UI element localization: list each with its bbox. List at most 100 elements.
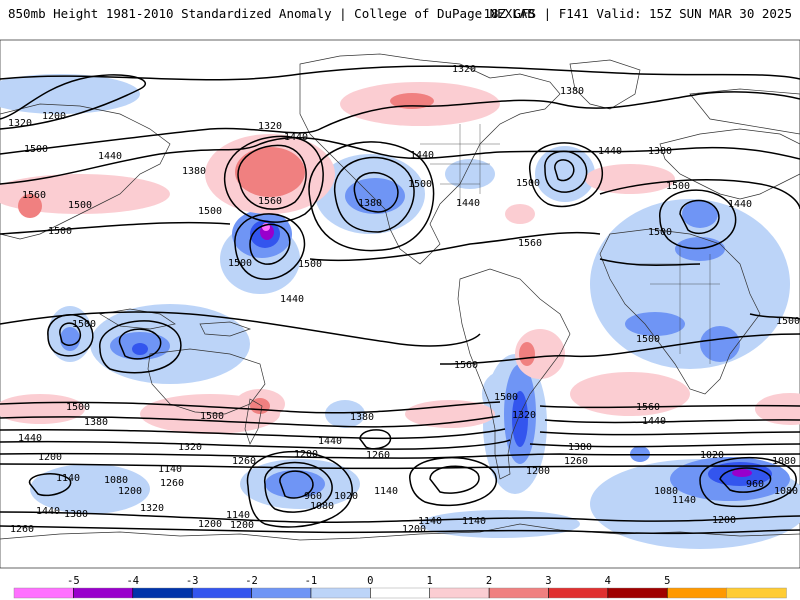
colorbar-swatch <box>191 587 253 599</box>
colorbar-swatch <box>13 587 75 599</box>
contour-label: 1440 <box>318 436 342 447</box>
anomaly-area-negative <box>732 469 752 477</box>
contour-label: 1560 <box>22 190 46 201</box>
contour-label: 1500 <box>298 259 322 270</box>
contour-label: 1320 <box>258 121 282 132</box>
anomaly-area-positive <box>570 372 690 416</box>
anomaly-area-negative <box>535 146 595 202</box>
contour-label: 1200 <box>712 515 736 526</box>
colorbar-swatch <box>488 587 550 599</box>
colorbar-tick-label: -3 <box>186 575 199 587</box>
contour-label: 1200 <box>294 449 318 460</box>
anomaly-area-negative <box>420 510 580 538</box>
contour-label: 1080 <box>654 486 678 497</box>
contour-label: 960 <box>304 491 322 502</box>
anomaly-area-negative <box>90 304 250 384</box>
contour-label: 1320 <box>512 410 536 421</box>
contour-label: 1200 <box>42 111 66 122</box>
anomaly-area-negative <box>325 400 365 428</box>
europe-outline <box>659 128 800 200</box>
anomaly-area-positive <box>519 342 535 366</box>
contour-labels: 1320 1380 1320 1200 1440 1320 1500 1440 … <box>8 64 800 535</box>
new-zealand-outline <box>244 398 263 445</box>
colorbar-tick-label: 4 <box>605 575 611 587</box>
contour-label: 1380 <box>350 412 374 423</box>
anomaly-area-positive <box>390 93 434 109</box>
contour-label: 1380 <box>560 86 584 97</box>
contour-label: 1500 <box>200 411 224 422</box>
model-valid-time: 18Z GFS | F141 Valid: 15Z SUN MAR 30 202… <box>483 6 792 21</box>
contour-label: 1320 <box>8 118 32 129</box>
contour-label: 1200 <box>198 519 222 530</box>
contour-label: 960 <box>746 479 764 490</box>
contour-label: 1200 <box>118 486 142 497</box>
greenland-outline <box>569 59 641 110</box>
contour-label: 1320 <box>140 503 164 514</box>
contour-label: 1500 <box>776 316 800 327</box>
contour-label: 1140 <box>56 473 80 484</box>
contour-label: 1260 <box>160 478 184 489</box>
maritime-continent-outline <box>99 308 176 330</box>
anomaly-area-positive <box>18 194 42 218</box>
colorbar-swatch <box>310 587 372 599</box>
contour-label: 1380 <box>358 198 382 209</box>
anomaly-area-positive <box>515 329 565 379</box>
contour-label: 1440 <box>36 506 60 517</box>
anomaly-area-negative <box>682 200 718 228</box>
contour-label: 1500 <box>198 206 222 217</box>
colorbar-swatch <box>429 587 490 599</box>
anomaly-area-positive <box>405 400 495 428</box>
contour-label: 1380 <box>64 509 88 520</box>
contour-label: 1200 <box>402 524 426 535</box>
contour-label: 1560 <box>258 196 282 207</box>
colorbar-swatch <box>73 587 134 599</box>
contour-label: 1500 <box>648 227 672 238</box>
colorbar-tick-label: -2 <box>245 575 258 587</box>
contour-label: 1380 <box>648 146 672 157</box>
contour-label: 1500 <box>68 200 92 211</box>
contour-label: 1500 <box>666 181 690 192</box>
colorbar-tick-label: 1 <box>427 575 433 587</box>
colorbar-swatch <box>726 587 787 599</box>
contour-label: 1320 <box>452 64 476 75</box>
contour-label: 1260 <box>366 450 390 461</box>
contour-label: 1140 <box>462 516 486 527</box>
contour-label: 1500 <box>48 226 72 237</box>
contour-label: 1500 <box>516 178 540 189</box>
contour-label: 1500 <box>408 179 432 190</box>
colorbar-tick-label: 2 <box>486 575 492 587</box>
contour-label: 1200 <box>526 466 550 477</box>
colorbar-swatch <box>667 587 728 599</box>
colorbar-tick-label: -1 <box>305 575 318 587</box>
colorbar-swatch <box>251 587 312 599</box>
contour-label: 1500 <box>72 319 96 330</box>
contour-label: 1380 <box>568 442 592 453</box>
contour-label: 1380 <box>84 417 108 428</box>
colorbar-swatch <box>607 587 668 599</box>
contour-label: 1080 <box>104 475 128 486</box>
anomaly-area-negative <box>30 464 150 514</box>
anomaly-area-negative <box>700 326 740 362</box>
contour-label: 1500 <box>636 334 660 345</box>
africa-outline <box>599 228 761 395</box>
contour-label: 1260 <box>564 456 588 467</box>
colorbar-tick-label: 0 <box>367 575 373 587</box>
contour-label: 1440 <box>280 294 304 305</box>
contour-label: 1200 <box>38 452 62 463</box>
contour-label: 1500 <box>494 392 518 403</box>
contour-label: 1140 <box>418 516 442 527</box>
anomaly-area-negative <box>630 446 650 462</box>
anomaly-area-negative <box>132 343 148 355</box>
contour-label: 1440 <box>456 198 480 209</box>
contour-label: 1560 <box>454 360 478 371</box>
anomaly-area-negative <box>512 391 528 447</box>
contour-label: 1080 <box>310 501 334 512</box>
colorbar-tick-label: 3 <box>545 575 551 587</box>
contour-label: 1140 <box>672 495 696 506</box>
contour-label: 1500 <box>66 402 90 413</box>
contour-label: 1440 <box>284 132 308 143</box>
colorbar-tick-label: -5 <box>67 575 80 587</box>
contour-label: 1440 <box>728 199 752 210</box>
contour-label: 1260 <box>10 524 34 535</box>
colorbar-swatch <box>132 587 193 599</box>
